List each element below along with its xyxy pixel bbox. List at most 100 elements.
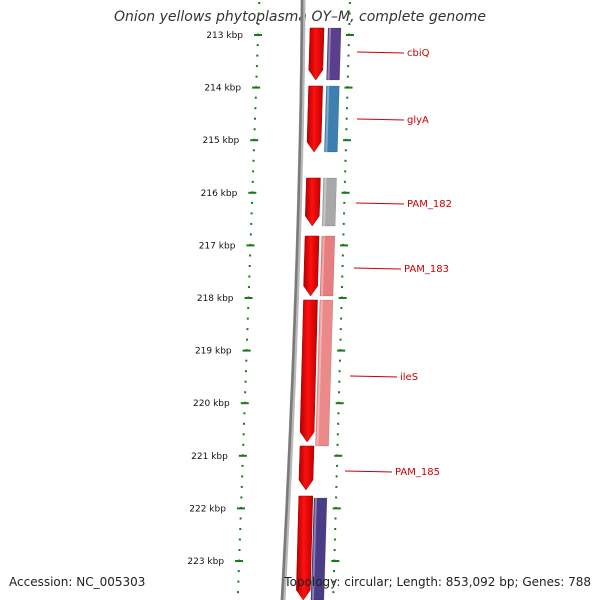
- minor-tick: [255, 65, 258, 68]
- leader-line: [349, 375, 398, 378]
- gene-label-pam_182: PAM_182: [407, 199, 452, 210]
- minor-tick: [335, 464, 338, 467]
- minor-tick: [237, 580, 240, 583]
- cds-arrow-red: [306, 85, 323, 153]
- cds-block: [324, 85, 340, 153]
- minor-tick: [336, 433, 339, 436]
- minor-tick: [238, 549, 241, 552]
- minor-tick: [249, 254, 252, 257]
- minor-tick: [348, 2, 351, 4]
- minor-tick: [344, 159, 347, 162]
- cds-block: [321, 177, 337, 227]
- minor-tick: [335, 485, 338, 488]
- gene-labels: cbiQ glyA PAM_182 PAM_183 ileS PAM_185: [395, 48, 452, 478]
- minor-tick: [249, 233, 252, 236]
- gene-label-iles: ileS: [400, 372, 418, 383]
- minor-tick: [345, 128, 348, 131]
- cds-block: [326, 27, 342, 81]
- cds-block-highlight: [316, 299, 323, 447]
- tick-label: 217 kbp: [199, 241, 236, 251]
- minor-tick: [244, 370, 247, 373]
- minor-tick: [338, 370, 341, 373]
- tick-label: 220 kbp: [193, 399, 230, 409]
- major-tick: [338, 297, 347, 299]
- tick-label: 216 kbp: [201, 189, 238, 199]
- minor-tick: [236, 591, 239, 594]
- genome-backbone: [280, 0, 306, 600]
- minor-tick: [340, 307, 343, 310]
- minor-tick: [250, 222, 253, 225]
- minor-tick: [256, 44, 259, 47]
- minor-tick: [250, 201, 253, 204]
- tick-label: 214 kbp: [204, 84, 241, 94]
- major-tick: [346, 34, 354, 36]
- cds-block: [315, 299, 334, 447]
- minor-tick: [241, 464, 244, 467]
- cds-block-highlight: [321, 235, 325, 297]
- minor-tick: [338, 359, 341, 362]
- major-tick: [340, 244, 349, 247]
- minor-tick: [243, 412, 246, 415]
- cds-block-highlight: [323, 177, 327, 227]
- minor-tick: [345, 107, 348, 110]
- minor-tick: [248, 265, 251, 267]
- minor-tick: [247, 286, 250, 289]
- leader-line: [356, 118, 405, 121]
- major-tick: [236, 507, 245, 510]
- cds-arrow-red: [303, 235, 320, 297]
- major-tick: [246, 244, 255, 247]
- minor-tick: [246, 328, 249, 331]
- leader-line: [355, 202, 405, 205]
- minor-tick: [344, 170, 347, 173]
- minor-tick: [244, 380, 247, 383]
- minor-tick: [335, 496, 338, 499]
- cds-arrow-red: [299, 299, 318, 443]
- minor-tick: [239, 517, 242, 520]
- major-tick: [254, 34, 262, 36]
- minor-tick: [252, 149, 255, 152]
- cds-arrow-red: [308, 27, 325, 81]
- minor-tick: [343, 212, 346, 215]
- inner-tick-ring: [331, 2, 354, 594]
- minor-tick: [333, 570, 336, 573]
- cds-block-highlight: [311, 497, 317, 600]
- cds-block-highlight: [327, 27, 332, 81]
- minor-tick: [256, 54, 259, 57]
- major-tick: [335, 402, 344, 405]
- minor-tick: [340, 286, 343, 289]
- gene-label-pam_183: PAM_183: [404, 264, 449, 275]
- scale-tick-labels: 213 kbp 214 kbp 215 kbp 216 kbp 217 kbp 218 k…: [187, 31, 243, 567]
- topology-label: Topology: circular; Length: 853,092 bp; …: [284, 575, 591, 589]
- tick-label: 222 kbp: [189, 504, 226, 514]
- minor-tick: [346, 96, 349, 99]
- minor-tick: [332, 591, 335, 594]
- minor-tick: [337, 412, 340, 415]
- major-tick: [240, 402, 249, 405]
- minor-tick: [238, 538, 241, 541]
- major-tick: [252, 86, 261, 89]
- backbone-line: [280, 0, 304, 600]
- minor-tick: [343, 180, 346, 183]
- minor-tick: [333, 549, 336, 552]
- minor-tick: [347, 44, 350, 47]
- gene-label-pam_185: PAM_185: [395, 467, 440, 478]
- major-tick: [344, 86, 353, 89]
- minor-tick: [250, 212, 253, 215]
- accession-label: Accession: NC_005303: [9, 575, 146, 589]
- minor-tick: [254, 117, 257, 120]
- major-tick: [343, 139, 352, 142]
- minor-tick: [242, 443, 245, 446]
- major-tick: [244, 297, 253, 299]
- major-tick: [248, 191, 257, 194]
- minor-tick: [237, 570, 240, 573]
- minor-tick: [342, 233, 345, 236]
- minor-tick: [344, 149, 347, 152]
- cds-arrow-red: [298, 445, 315, 491]
- minor-tick: [332, 580, 335, 583]
- cds-track-colored: [310, 27, 342, 600]
- major-tick: [332, 507, 341, 510]
- minor-tick: [342, 222, 345, 225]
- minor-tick: [247, 307, 250, 310]
- tick-label: 213 kbp: [206, 31, 243, 41]
